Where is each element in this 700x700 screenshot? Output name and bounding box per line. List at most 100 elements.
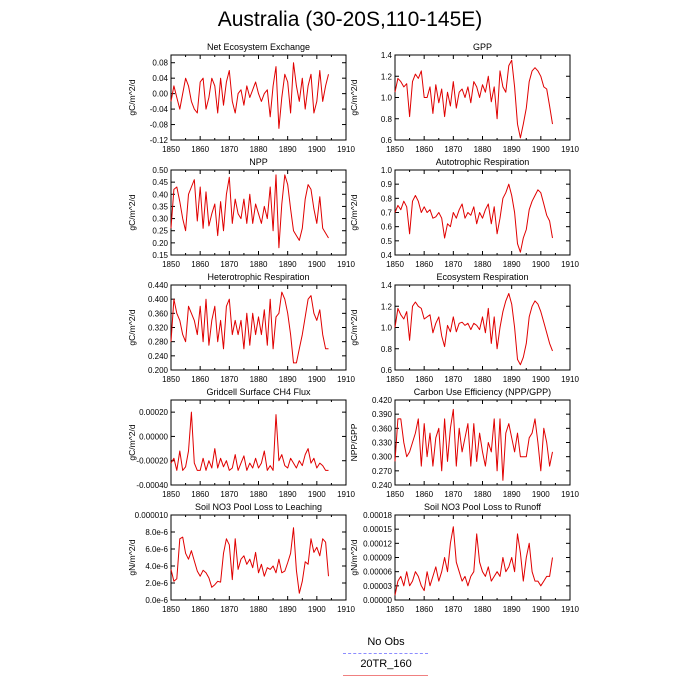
x-tick-label: 1870 bbox=[220, 375, 238, 384]
panel-title: Soil NO3 Pool Loss to Leaching bbox=[195, 502, 322, 512]
y-tick-label: 0.35 bbox=[152, 202, 168, 211]
panel-ecosystem-respiration: Ecosystem Respiration 1850 1860 1870 1880 189… bbox=[349, 272, 579, 384]
y-tick-label: 0.20 bbox=[152, 239, 168, 248]
page-title: Australia (30-20S,110-145E) bbox=[217, 8, 483, 31]
panel-title: Heterotrophic Respiration bbox=[207, 272, 309, 282]
y-axis-label: gC/m^2/d bbox=[127, 79, 137, 115]
y-tick-label: -0.08 bbox=[150, 121, 169, 130]
y-tick-label: 0.8 bbox=[381, 194, 393, 203]
x-tick-label: 1910 bbox=[561, 145, 579, 154]
x-tick-label: 1860 bbox=[191, 605, 209, 614]
y-tick-label: 0.00003 bbox=[363, 582, 392, 591]
panel-npp: NPP 1850 1860 1870 1880 1890 1900 1910 0.15 0.20 0… bbox=[127, 157, 355, 269]
y-tick-label: -0.12 bbox=[150, 136, 169, 145]
panel-net-ecosystem-exchange: Net Ecosystem Exchange 1850 1860 1870 1880 18… bbox=[127, 42, 355, 154]
y-tick-label: 0.25 bbox=[152, 227, 168, 236]
x-tick-label: 1880 bbox=[250, 260, 268, 269]
x-tick-label: 1900 bbox=[532, 490, 550, 499]
x-tick-label: 1860 bbox=[415, 605, 433, 614]
x-tick-label: 1850 bbox=[386, 375, 404, 384]
y-tick-label: 8.0e-6 bbox=[145, 528, 168, 537]
panel-soil-no3-pool-loss-to-runoff: Soil NO3 Pool Loss to Runoff 1850 1860 1870… bbox=[349, 502, 579, 614]
panel-title: Autotrophic Respiration bbox=[436, 157, 530, 167]
y-tick-label: 0.9 bbox=[381, 180, 393, 189]
x-tick-label: 1870 bbox=[444, 490, 462, 499]
x-tick-label: 1880 bbox=[474, 260, 492, 269]
x-tick-label: 1910 bbox=[337, 490, 355, 499]
x-tick-label: 1890 bbox=[503, 490, 521, 499]
x-tick-label: 1860 bbox=[191, 260, 209, 269]
y-tick-label: 0.00009 bbox=[363, 554, 392, 563]
plot-frame bbox=[394, 54, 571, 141]
panel-autotrophic-respiration: Autotrophic Respiration 1850 1860 1870 1880 1… bbox=[349, 157, 579, 269]
y-tick-label: 2.0e-6 bbox=[145, 579, 168, 588]
panel-gridcell-surface-ch4-flux: Gridcell Surface CH4 Flux 1850 1860 1870 188… bbox=[127, 387, 355, 499]
y-tick-label: 0.390 bbox=[372, 410, 393, 419]
y-tick-label: 0.240 bbox=[148, 352, 169, 361]
x-tick-label: 1870 bbox=[220, 490, 238, 499]
y-tick-label: 0.6 bbox=[381, 366, 393, 375]
y-tick-label: 0.360 bbox=[372, 424, 393, 433]
y-tick-label: 0.200 bbox=[148, 366, 169, 375]
y-tick-label: 0.30 bbox=[152, 215, 168, 224]
series-line bbox=[170, 527, 329, 594]
x-tick-label: 1890 bbox=[279, 375, 297, 384]
x-tick-label: 1860 bbox=[191, 375, 209, 384]
y-tick-label: 0.440 bbox=[148, 281, 169, 290]
series-line bbox=[394, 59, 553, 139]
x-tick-label: 1870 bbox=[220, 145, 238, 154]
panel-title: NPP bbox=[249, 157, 268, 167]
y-tick-label: 0.00006 bbox=[363, 568, 392, 577]
series-line bbox=[394, 293, 553, 366]
y-tick-label: 0.4 bbox=[381, 251, 393, 260]
x-tick-label: 1900 bbox=[308, 605, 326, 614]
y-tick-label: 1.0 bbox=[381, 166, 393, 175]
y-tick-label: 0.6 bbox=[381, 223, 393, 232]
x-tick-label: 1890 bbox=[503, 605, 521, 614]
x-tick-label: 1890 bbox=[279, 490, 297, 499]
y-axis-label: gN/m^2/d bbox=[127, 539, 137, 575]
x-tick-label: 1850 bbox=[162, 490, 180, 499]
series-line bbox=[394, 408, 553, 481]
x-tick-label: 1860 bbox=[191, 145, 209, 154]
y-tick-label: 0.04 bbox=[152, 74, 168, 83]
y-tick-label: 1.4 bbox=[381, 281, 393, 290]
x-tick-label: 1870 bbox=[220, 260, 238, 269]
x-tick-label: 1850 bbox=[386, 260, 404, 269]
x-tick-label: 1900 bbox=[532, 375, 550, 384]
y-tick-label: 0.000010 bbox=[135, 511, 169, 520]
x-tick-label: 1850 bbox=[386, 145, 404, 154]
y-tick-label: 0.50 bbox=[152, 166, 168, 175]
x-tick-label: 1900 bbox=[532, 260, 550, 269]
plot-frame bbox=[394, 399, 571, 486]
panel-carbon-use-efficiency-npp-gpp: Carbon Use Efficiency (NPP/GPP) 1850 1860 1… bbox=[349, 387, 579, 499]
y-tick-label: 0.280 bbox=[148, 338, 169, 347]
x-tick-label: 1850 bbox=[162, 145, 180, 154]
y-tick-label: 0.8 bbox=[381, 345, 393, 354]
x-tick-label: 1880 bbox=[474, 145, 492, 154]
y-tick-label: 0.40 bbox=[152, 190, 168, 199]
panel-title: Soil NO3 Pool Loss to Runoff bbox=[424, 502, 541, 512]
x-tick-label: 1870 bbox=[444, 145, 462, 154]
y-tick-label: 1.4 bbox=[381, 51, 393, 60]
plot-frame bbox=[170, 514, 347, 601]
x-tick-label: 1860 bbox=[415, 375, 433, 384]
panel-title: Ecosystem Respiration bbox=[436, 272, 528, 282]
y-tick-label: 0.8 bbox=[381, 115, 393, 124]
y-tick-label: 0.300 bbox=[372, 453, 393, 462]
y-tick-label: 1.2 bbox=[381, 72, 393, 81]
y-tick-label: 0.00012 bbox=[363, 539, 392, 548]
x-tick-label: 1880 bbox=[250, 375, 268, 384]
series-line bbox=[170, 174, 329, 249]
x-tick-label: 1890 bbox=[279, 260, 297, 269]
x-tick-label: 1880 bbox=[250, 490, 268, 499]
x-tick-label: 1880 bbox=[474, 375, 492, 384]
y-tick-label: 0.360 bbox=[148, 309, 169, 318]
x-tick-label: 1870 bbox=[444, 605, 462, 614]
legend-label-no-obs: No Obs bbox=[367, 636, 405, 648]
x-tick-label: 1900 bbox=[308, 145, 326, 154]
plot-frame bbox=[170, 284, 347, 371]
panel-title: Carbon Use Efficiency (NPP/GPP) bbox=[414, 387, 551, 397]
series-line bbox=[170, 411, 329, 471]
